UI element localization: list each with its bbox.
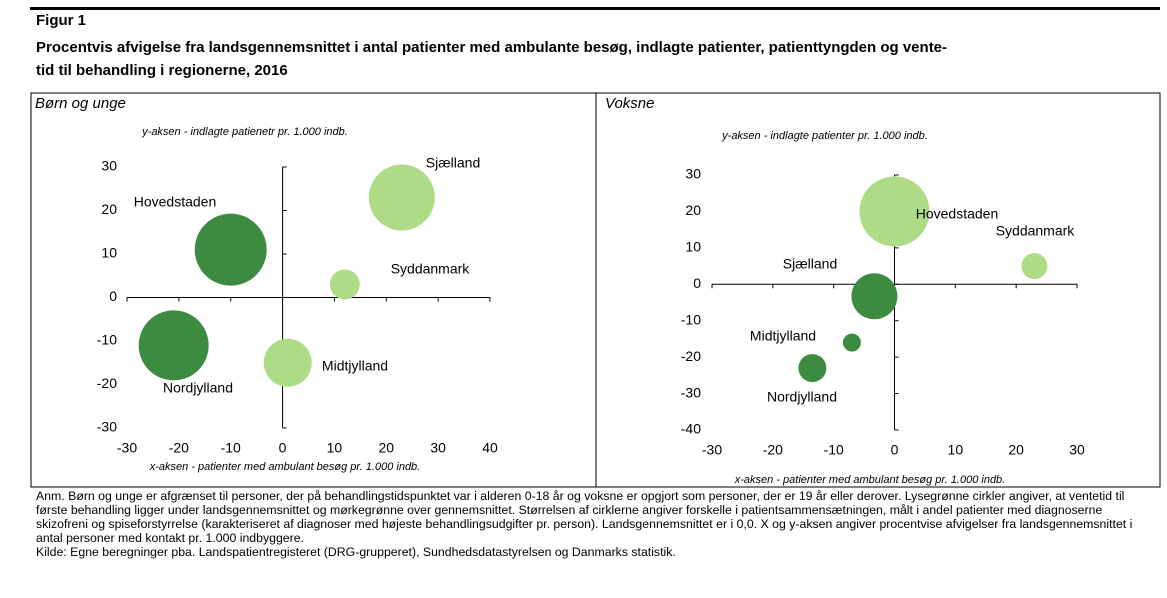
y-tick-label: -10 xyxy=(681,311,701,327)
bubble xyxy=(851,273,898,320)
y-tick-label: 30 xyxy=(101,158,117,174)
title-line: tid til behandling i regionerne, 2016 xyxy=(36,62,288,79)
x-tick-label: 0 xyxy=(891,442,899,458)
bubble xyxy=(263,338,312,387)
bubble-label: Hovedstaden xyxy=(916,206,999,222)
bubble-label: Sjælland xyxy=(426,155,480,171)
y-tick-label: 0 xyxy=(109,288,117,304)
bubble-label: Nordjylland xyxy=(767,389,837,405)
bubble xyxy=(329,269,360,300)
bubble-label: Sjælland xyxy=(783,256,837,272)
x-tick-label: 20 xyxy=(378,440,394,456)
bubble xyxy=(194,213,267,286)
y-tick-label: 10 xyxy=(101,245,117,261)
bubble-label: Hovedstaden xyxy=(134,194,217,210)
bubble xyxy=(368,164,435,231)
note-text: Anm. Børn og unge er afgrænset til perso… xyxy=(36,489,1133,545)
x-tick-label: 30 xyxy=(1069,442,1085,458)
bubble xyxy=(138,310,209,381)
panel-subtitle: Børn og unge xyxy=(35,95,126,112)
x-tick-label: 40 xyxy=(482,440,498,456)
x-tick-label: 30 xyxy=(430,440,446,456)
bubble-label: Midtjylland xyxy=(750,328,816,344)
y-tick-label: 0 xyxy=(693,275,701,291)
y-tick-label: -20 xyxy=(681,348,701,364)
y-tick-label: -30 xyxy=(681,384,701,400)
y-tick-label: 20 xyxy=(685,202,701,218)
charts: Børn og unge y-aksen - indlagte patienetr… xyxy=(30,92,1161,488)
y-tick-label: -20 xyxy=(97,375,117,391)
bubble-label: Nordjylland xyxy=(163,380,233,396)
x-tick-label: 20 xyxy=(1008,442,1024,458)
x-axis-label: x-aksen - patienter med ambulant besøg p… xyxy=(149,461,420,473)
y-axis-label: y-aksen - indlagte patienetr pr. 1.000 i… xyxy=(141,126,348,138)
title-line: Procentvis afvigelse fra landsgennemsnit… xyxy=(36,39,948,56)
x-tick-label: -10 xyxy=(824,442,844,458)
bubble xyxy=(798,354,827,383)
x-tick-label: 10 xyxy=(948,442,964,458)
figure-label: Figur 1 xyxy=(36,12,87,29)
x-tick-label: -20 xyxy=(763,442,783,458)
top-rule xyxy=(30,7,1160,10)
y-tick-label: -40 xyxy=(681,421,701,437)
y-tick-label: 20 xyxy=(101,201,117,217)
x-tick-label: -30 xyxy=(702,442,722,458)
x-tick-label: 10 xyxy=(327,440,343,456)
bubble xyxy=(1021,253,1048,280)
note: Anm. Børn og unge er afgrænset til perso… xyxy=(36,489,1151,559)
x-tick-label: -20 xyxy=(169,440,189,456)
x-tick-label: -30 xyxy=(117,440,137,456)
x-axis-label: x-aksen - patienter med ambulant besøg p… xyxy=(734,474,1005,486)
bubble-label: Midtjylland xyxy=(322,358,388,374)
source-text: Kilde: Egne beregninger pba. Landspatien… xyxy=(36,545,676,559)
bubble-label: Syddanmark xyxy=(391,261,471,277)
y-axis-label: y-aksen - indlagte patienter pr. 1.000 i… xyxy=(721,130,928,142)
y-tick-label: -10 xyxy=(97,332,117,348)
x-tick-label: -10 xyxy=(221,440,241,456)
bubble-label: Syddanmark xyxy=(996,223,1076,239)
bubble xyxy=(842,333,861,352)
panel-subtitle: Voksne xyxy=(605,95,654,112)
bubble xyxy=(859,176,930,247)
y-tick-label: 30 xyxy=(685,166,701,182)
y-tick-label: -30 xyxy=(97,419,117,435)
x-tick-label: 0 xyxy=(279,440,287,456)
y-tick-label: 10 xyxy=(685,239,701,255)
